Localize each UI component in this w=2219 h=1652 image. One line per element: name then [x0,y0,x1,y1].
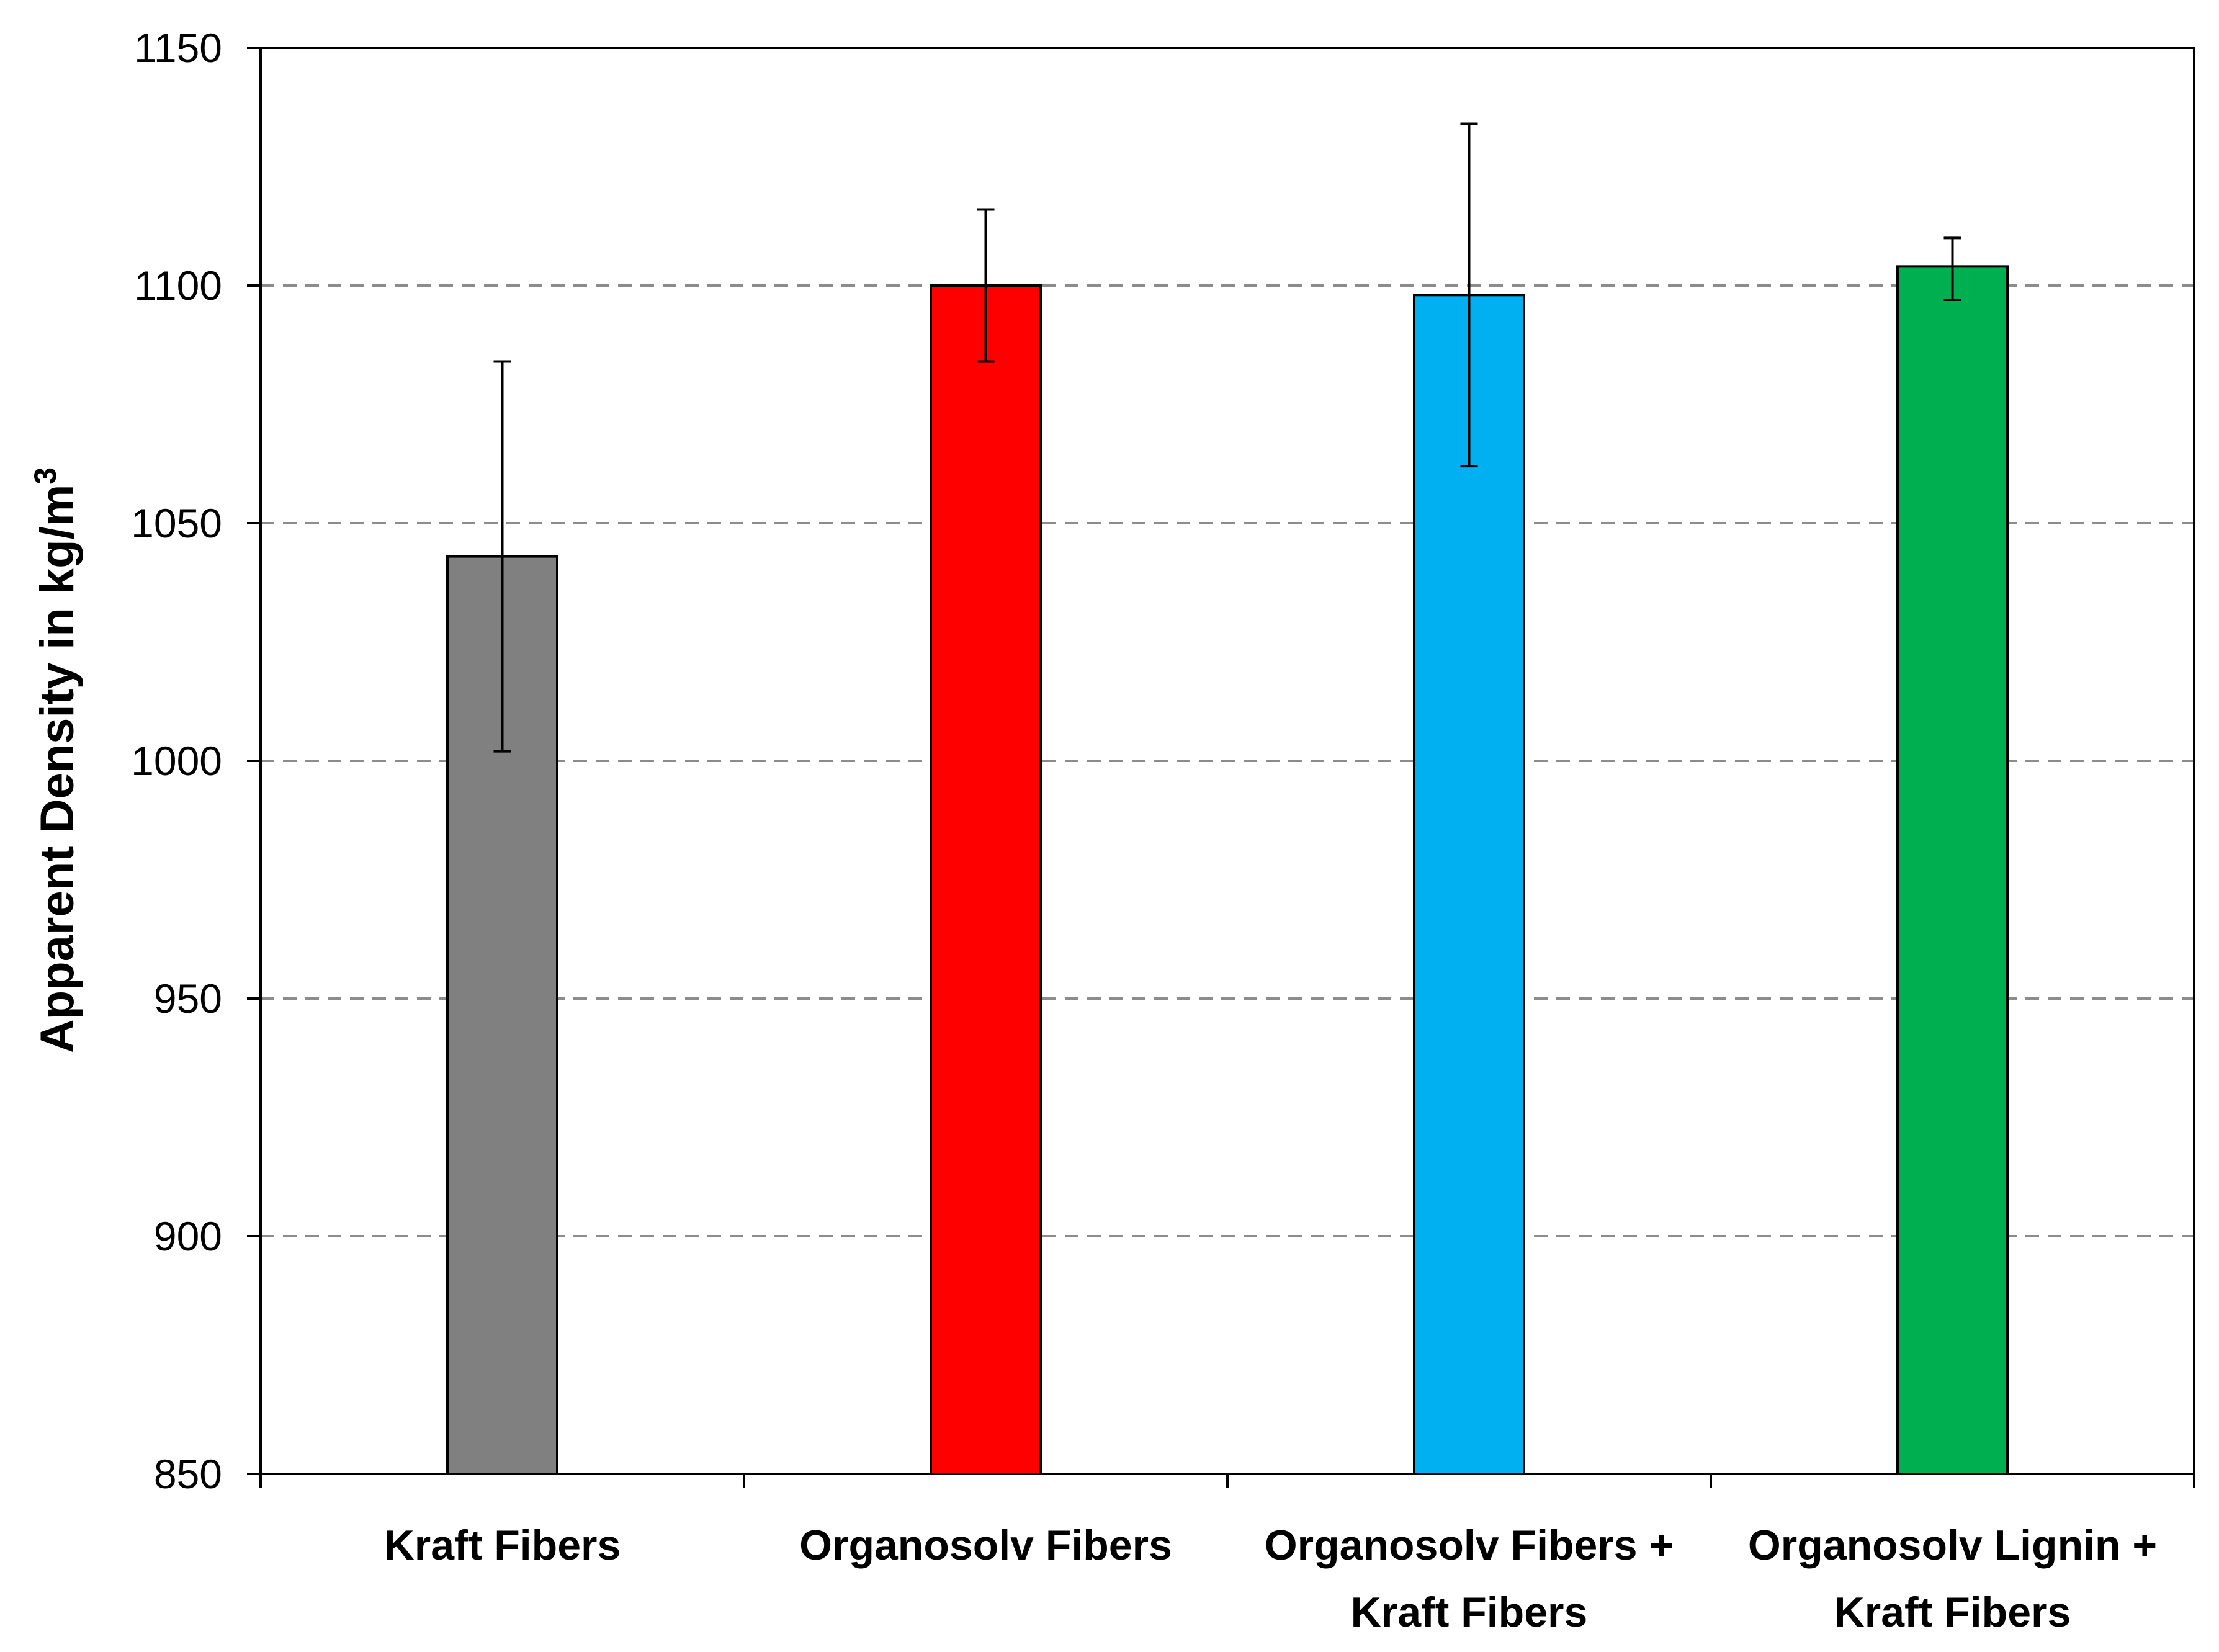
y-tick-label-1150: 1150 [134,25,222,71]
error-bars [493,122,1961,753]
bar-3 [1896,265,2009,1475]
x-category-label-3-line-1: Kraft Fibers [1834,1589,2071,1636]
bars [446,265,2009,1476]
y-tick-label-1100: 1100 [134,263,222,308]
y-tick-label-1050: 1050 [131,500,222,546]
y-tick-label-850: 850 [154,1451,222,1497]
x-category-label-2-line-1: Kraft Fibers [1351,1589,1588,1636]
x-category-label-3-line-0: Organosolv Lignin + [1748,1522,2157,1569]
bar-2 [1413,294,1525,1476]
y-axis-title-superscript: 3 [28,467,63,485]
y-tick-label-1000: 1000 [131,738,222,784]
labels: 850 900 950 1000 1050 1100 1150 Kraft Fibers Org… [131,25,2157,1636]
y-axis-title: Apparent Density in kg/m3 [28,467,84,1053]
x-category-label-2-line-0: Organosolv Fibers + [1265,1522,1674,1569]
x-category-label-0-line-0: Kraft Fibers [384,1522,621,1569]
bar-1 [930,284,1042,1475]
x-category-label-1-line-0: Organosolv Fibers [799,1522,1172,1569]
y-axis-title-main: Apparent Density in kg/m [31,485,84,1053]
y-tick-label-950: 950 [154,976,222,1021]
axes [247,47,2195,1488]
gridlines [261,284,2194,1237]
y-tick-label-900: 900 [154,1213,222,1259]
